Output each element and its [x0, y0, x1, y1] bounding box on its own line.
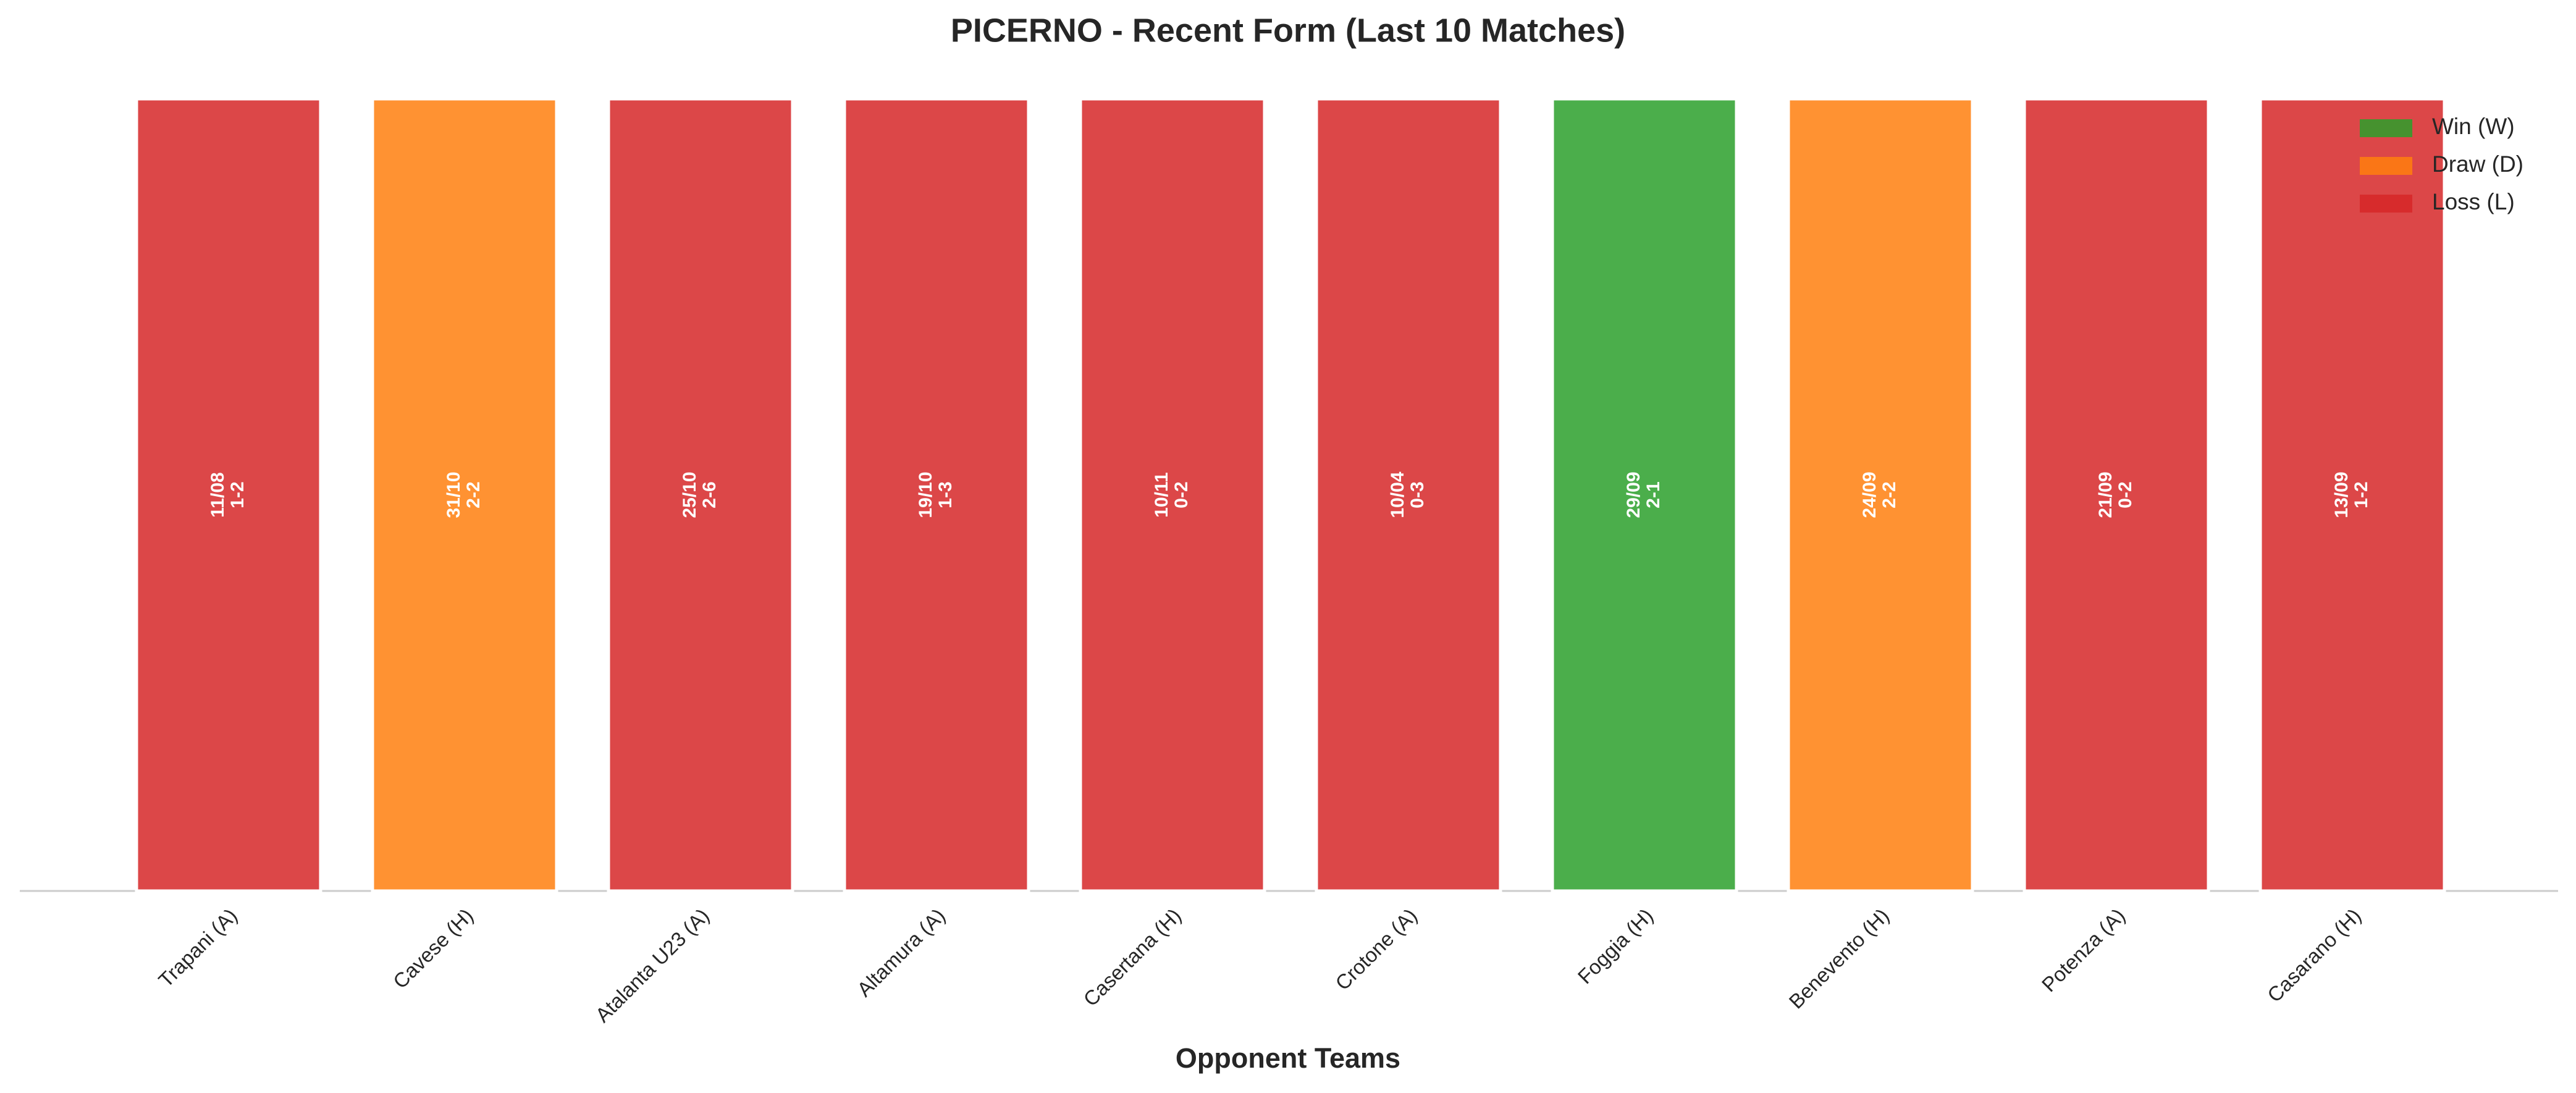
bar-score-label: 1-3	[935, 481, 956, 508]
bar-date-label: 21/09	[2095, 471, 2116, 518]
x-tick-label: Atalanta U23 (A)	[591, 904, 713, 1027]
bar-score-label: 1-2	[2351, 481, 2372, 508]
bar	[135, 97, 322, 893]
bar	[371, 97, 558, 893]
x-tick-label: Cavese (H)	[389, 904, 478, 993]
x-tick-label: Casarano (H)	[2263, 904, 2365, 1006]
bar	[1315, 97, 1502, 893]
chart-title: PICERNO - Recent Form (Last 10 Matches)	[951, 12, 1625, 49]
bar-date-label: 29/09	[1623, 471, 1644, 518]
bar	[1551, 97, 1738, 893]
x-tick-label: Altamura (A)	[852, 904, 949, 1001]
bar-date-label: 31/10	[444, 471, 464, 518]
bar	[2022, 97, 2210, 893]
legend-label: Loss (L)	[2432, 189, 2515, 214]
legend-label: Win (W)	[2432, 114, 2515, 139]
bar-date-label: 11/08	[208, 472, 228, 517]
x-tick-label: Trapani (A)	[154, 904, 242, 992]
x-tick-label: Potenza (A)	[2037, 904, 2129, 996]
bar-score-label: 2-2	[1879, 481, 1900, 508]
bar-date-label: 10/11	[1151, 472, 1172, 517]
bar-score-label: 1-2	[227, 481, 248, 508]
bar-date-label: 10/04	[1387, 471, 1408, 518]
bar	[607, 97, 794, 893]
bar-score-label: 2-2	[463, 481, 484, 508]
x-tick-label: Benevento (H)	[1784, 904, 1893, 1013]
bar	[1787, 97, 1974, 893]
x-tick-label: Casertana (H)	[1079, 904, 1185, 1011]
legend-swatch	[2360, 157, 2412, 175]
bar	[843, 97, 1030, 893]
bar-score-label: 2-6	[699, 481, 720, 508]
bar-score-label: 0-2	[2115, 481, 2136, 508]
x-tick-label: Foggia (H)	[1573, 904, 1657, 988]
bar-score-label: 2-1	[1643, 481, 1664, 508]
x-tick-label: Crotone (A)	[1331, 904, 1421, 995]
x-axis-label: Opponent Teams	[1176, 1042, 1400, 1074]
bar	[1079, 97, 1266, 893]
legend-swatch	[2360, 119, 2412, 137]
legend-swatch	[2360, 195, 2412, 213]
bar-date-label: 24/09	[1859, 471, 1880, 518]
bar-date-label: 13/09	[2331, 471, 2352, 518]
bar-date-label: 19/10	[915, 471, 936, 518]
bar-score-label: 0-2	[1171, 481, 1192, 508]
bar-score-label: 0-3	[1407, 481, 1428, 508]
bar-date-label: 25/10	[680, 471, 700, 518]
legend-label: Draw (D)	[2432, 151, 2523, 177]
bar	[2258, 97, 2446, 893]
